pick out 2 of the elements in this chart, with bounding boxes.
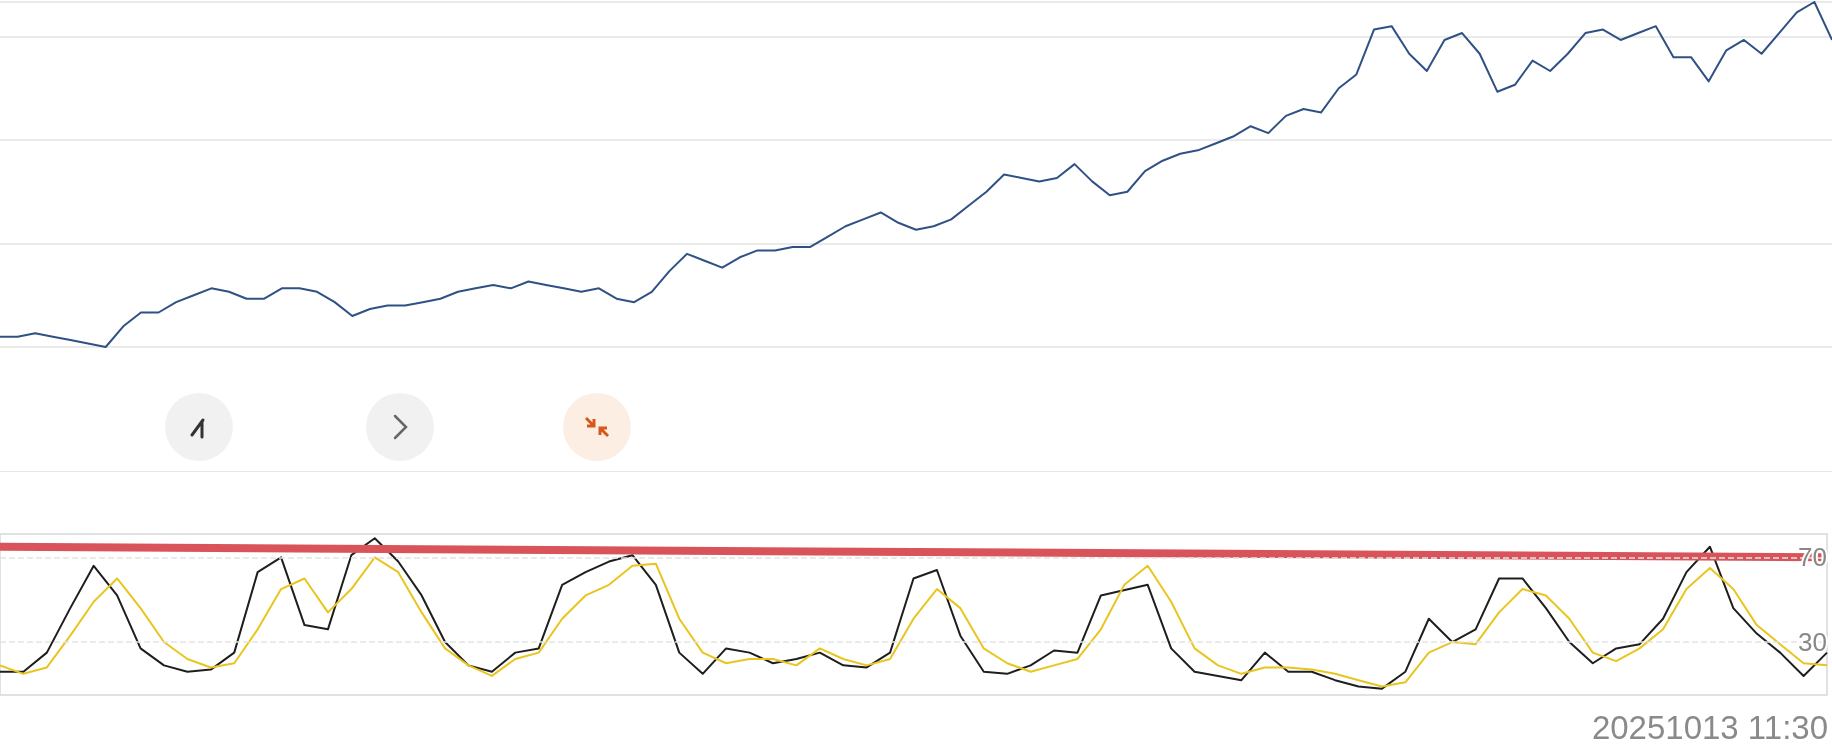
- text: 20251013 11:30: [1591, 709, 1828, 746]
- y-tick-label: 30: [1798, 627, 1827, 658]
